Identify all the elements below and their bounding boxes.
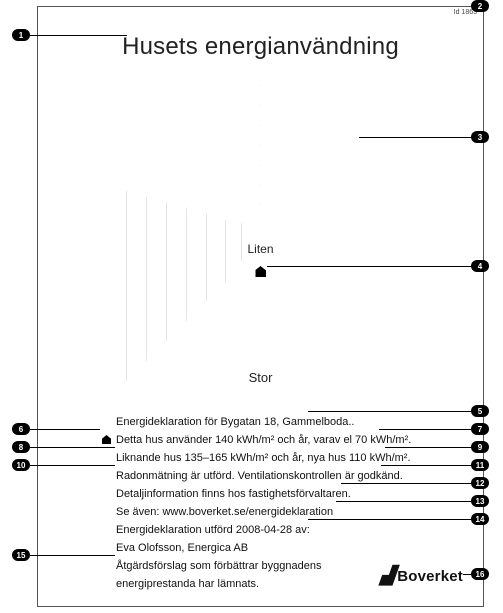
callout-leader (308, 411, 471, 412)
callout-12: 12 (471, 477, 489, 489)
callout-leader (30, 35, 127, 36)
page-title: Husets energianvändning (38, 33, 483, 61)
callout-6: 6 (12, 423, 30, 435)
callout-leader (336, 501, 471, 502)
callout-5: 5 (471, 405, 489, 417)
callout-13: 13 (471, 495, 489, 507)
boverket-logo: ▟ Boverket (381, 566, 463, 586)
callout-4: 4 (471, 260, 489, 272)
label-large: Stor (249, 370, 273, 385)
callout-leader (30, 465, 115, 466)
house-marker-icon (102, 435, 111, 444)
label-small: Liten (247, 242, 273, 256)
callout-2: 2 (471, 0, 489, 12)
callout-15: 15 (12, 549, 30, 561)
callout-14: 14 (471, 513, 489, 525)
info-line: Eva Olofsson, Energica AB (116, 539, 456, 557)
callout-11: 11 (471, 459, 489, 471)
callout-leader (30, 555, 115, 556)
info-line: Energideklaration utförd 2008-04-28 av: (116, 521, 456, 539)
callout-leader (267, 266, 471, 267)
callout-1: 1 (12, 29, 30, 41)
callout-10: 10 (12, 459, 30, 471)
callout-leader (463, 574, 471, 575)
callout-8: 8 (12, 441, 30, 453)
boverket-logo-text: Boverket (397, 568, 463, 585)
callout-leader (308, 519, 471, 520)
callout-9: 9 (471, 441, 489, 453)
callout-leader (385, 447, 471, 448)
callout-3: 3 (471, 131, 489, 143)
callout-16: 16 (471, 568, 489, 580)
energy-house-diagram: Liten Stor (121, 85, 401, 395)
page-frame: Id 1863 Husets energianvändning Liten St… (37, 6, 484, 607)
callout-leader (381, 465, 471, 466)
callout-7: 7 (471, 423, 489, 435)
callout-leader (30, 447, 115, 448)
callout-leader (30, 429, 100, 430)
boverket-logo-icon: ▟ (380, 566, 395, 586)
callout-leader (359, 137, 471, 138)
callout-leader (379, 429, 471, 430)
callout-leader (341, 483, 471, 484)
